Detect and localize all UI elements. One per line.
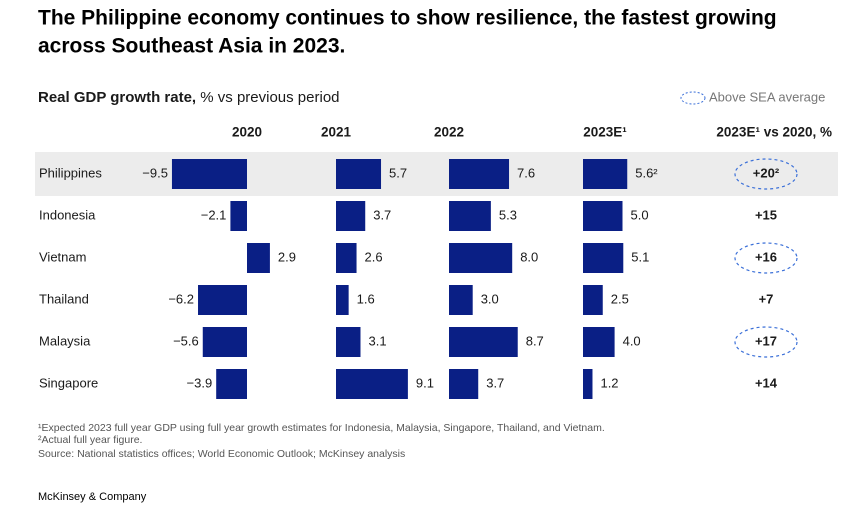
value-label: 1.2 <box>600 375 618 390</box>
bar <box>336 159 382 189</box>
bar <box>336 285 349 315</box>
bar <box>583 369 593 399</box>
bar <box>202 327 247 357</box>
category-label: Malaysia <box>39 333 91 348</box>
bar <box>336 243 357 273</box>
category-label: Vietnam <box>39 249 86 264</box>
bar <box>583 327 615 357</box>
category-label: Indonesia <box>39 207 96 222</box>
value-label: 2.9 <box>278 249 296 264</box>
value-label: −2.1 <box>201 207 227 222</box>
bar <box>230 201 247 231</box>
value-label: 8.7 <box>526 333 544 348</box>
legend-label: Above SEA average <box>709 89 825 104</box>
footnote: ¹Expected 2023 full year GDP using full … <box>38 422 605 434</box>
value-label: 3.0 <box>481 291 499 306</box>
value-label: 8.0 <box>520 249 538 264</box>
above-average-circle <box>734 242 798 274</box>
category-label: Thailand <box>39 291 89 306</box>
above-average-circle <box>734 326 798 358</box>
bar <box>583 285 603 315</box>
category-label: Singapore <box>39 375 98 390</box>
comparison-value: +15 <box>755 207 777 222</box>
value-label: 9.1 <box>416 375 434 390</box>
panel-title: 2022 <box>434 125 464 140</box>
bar <box>449 159 510 189</box>
value-label: 1.6 <box>357 291 375 306</box>
footnote: ²Actual full year figure. <box>38 434 142 446</box>
panel-title: 2020 <box>232 125 262 140</box>
comparison-value: +20² <box>753 165 780 180</box>
bar <box>198 285 247 315</box>
value-label: 5.6² <box>635 165 658 180</box>
value-label: 3.7 <box>373 207 391 222</box>
title-line: across Southeast Asia in 2023. <box>38 35 345 58</box>
above-average-circle <box>734 158 798 190</box>
bar <box>449 243 513 273</box>
category-label: Philippines <box>39 165 102 180</box>
comparison-value: +17 <box>755 333 777 348</box>
bar <box>449 285 473 315</box>
bar <box>449 369 479 399</box>
value-label: 2.6 <box>365 249 383 264</box>
bar <box>336 201 366 231</box>
bar <box>336 327 361 357</box>
panel-title: 2021 <box>321 125 352 140</box>
comparison-value: +14 <box>755 375 778 390</box>
value-label: 3.7 <box>486 375 504 390</box>
comparison-value: +16 <box>755 249 777 264</box>
value-label: 2.5 <box>611 291 629 306</box>
bar <box>583 159 628 189</box>
bar <box>247 243 270 273</box>
bar <box>171 159 247 189</box>
legend-symbol <box>680 91 706 105</box>
value-label: 5.0 <box>631 207 649 222</box>
highlight-row <box>35 152 838 196</box>
value-label: −6.2 <box>168 291 194 306</box>
value-label: 4.0 <box>623 333 641 348</box>
value-label: 5.1 <box>631 249 649 264</box>
bar <box>583 243 624 273</box>
comparison-value: +7 <box>759 291 774 306</box>
subtitle-text: % vs previous period <box>200 89 339 106</box>
column-header: 2023E¹ vs 2020, % <box>716 125 832 140</box>
bar <box>336 369 408 399</box>
bar <box>583 201 623 231</box>
footnote: Source: National statistics offices; Wor… <box>38 448 405 460</box>
value-label: 7.6 <box>517 165 535 180</box>
bar <box>449 327 518 357</box>
value-label: 5.7 <box>389 165 407 180</box>
bar <box>216 369 247 399</box>
brand: McKinsey & Company <box>38 491 147 503</box>
value-label: −5.6 <box>173 333 199 348</box>
value-label: 3.1 <box>368 333 386 348</box>
value-label: −3.9 <box>187 375 213 390</box>
value-label: 5.3 <box>499 207 517 222</box>
bar <box>449 201 491 231</box>
panel-title: 2023E¹ <box>583 125 627 140</box>
title-line: The Philippine economy continues to show… <box>38 7 777 30</box>
value-label: −9.5 <box>142 165 168 180</box>
subtitle: Real GDP growth rate, % vs previous peri… <box>38 89 340 106</box>
subtitle-bold: Real GDP growth rate, <box>38 89 196 106</box>
